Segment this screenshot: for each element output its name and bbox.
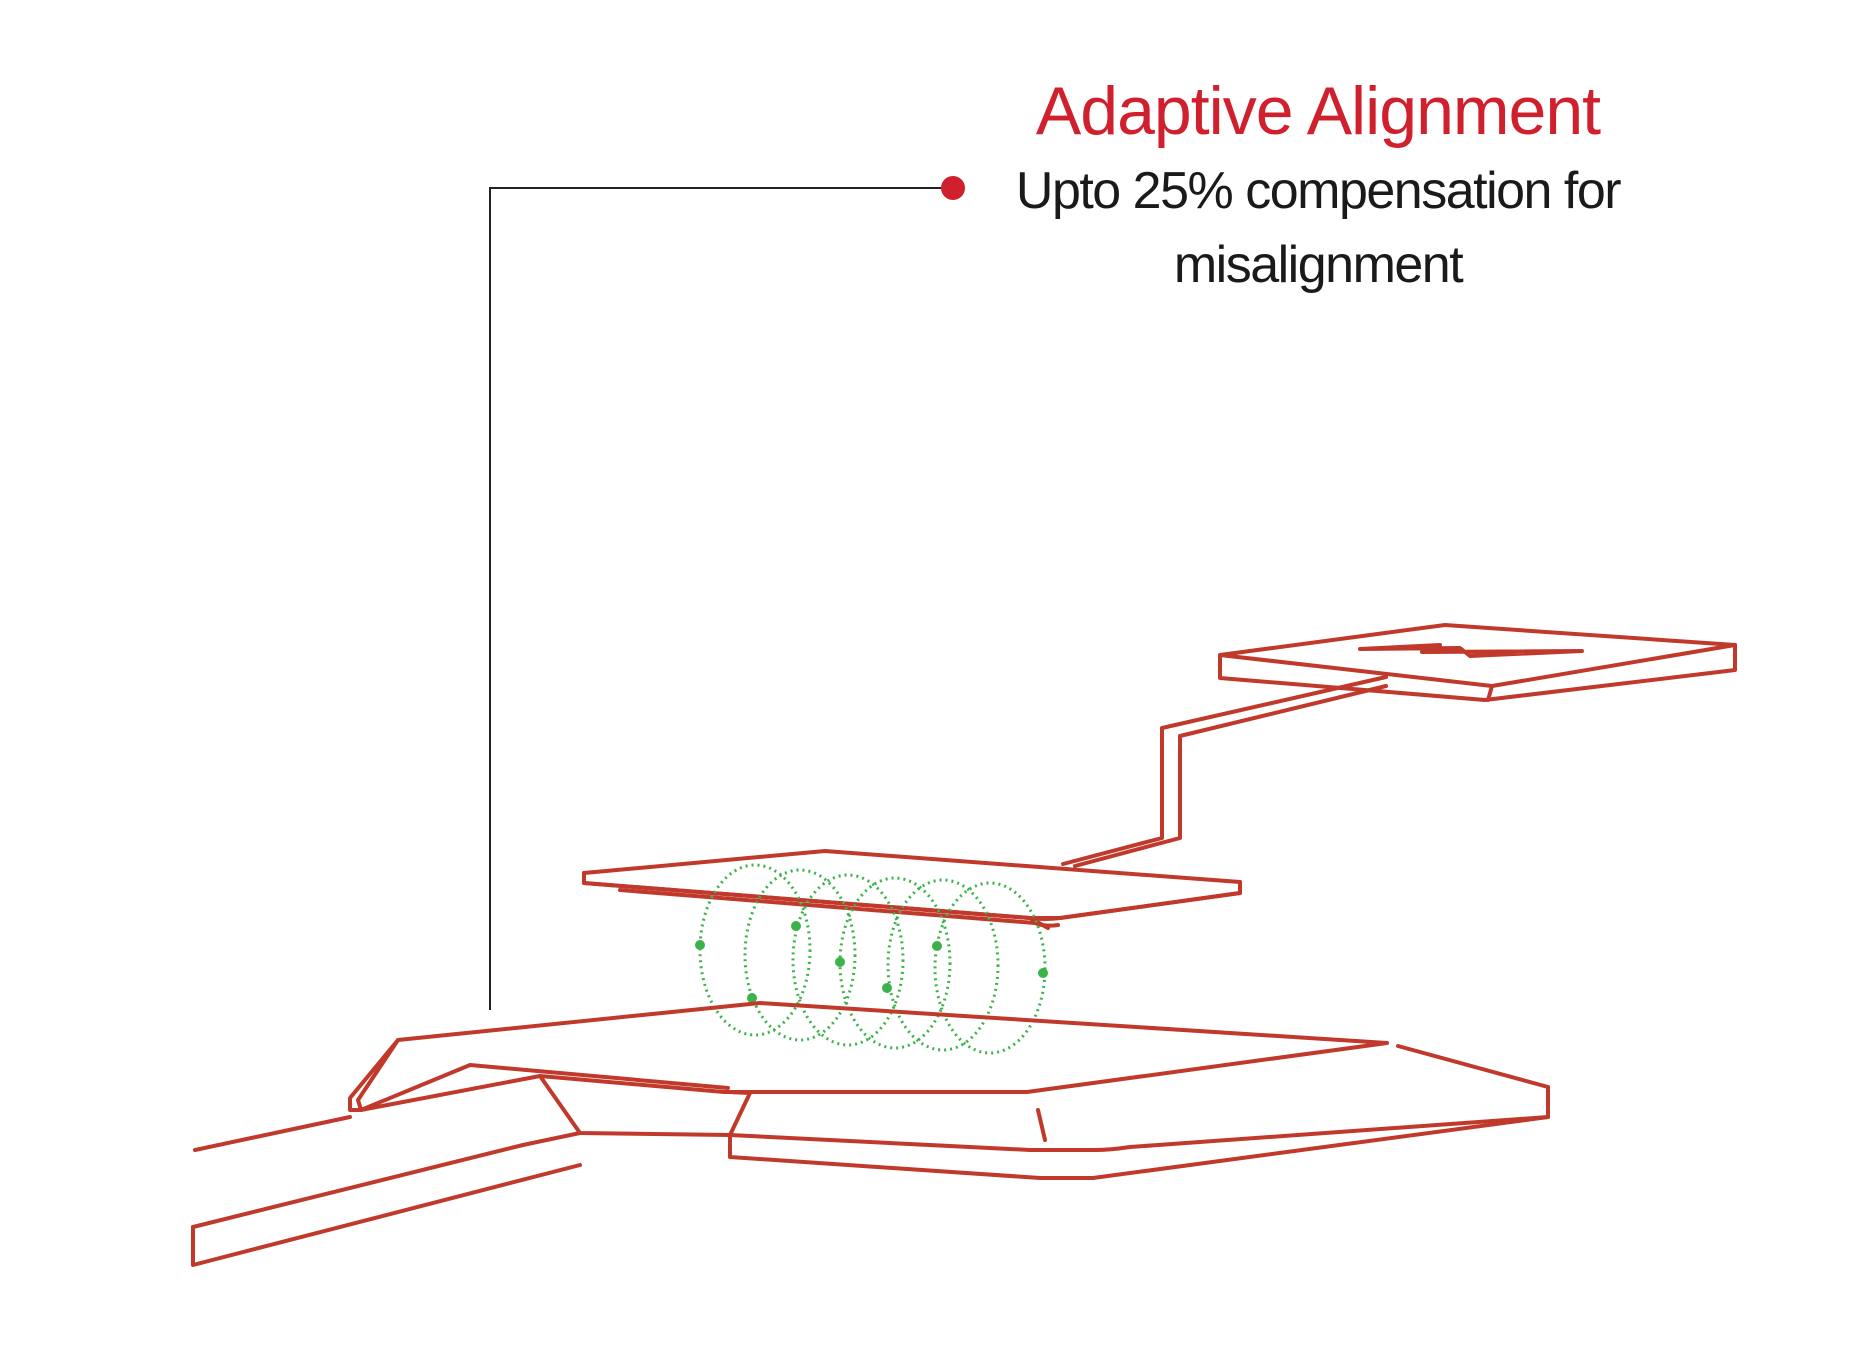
annotation-title: Adaptive Alignment <box>1036 73 1601 149</box>
lightning-bolt-icon <box>1358 643 1584 658</box>
ground-charging-pad <box>348 1001 1550 1180</box>
leader-endpoint-dot <box>941 176 965 200</box>
magnetic-field <box>695 863 1048 1055</box>
leader-line <box>489 187 952 1010</box>
connecting-cable <box>1061 675 1388 868</box>
field-nodes <box>695 921 1048 1003</box>
annotation-caption-line-1: Upto 25% compensation for <box>1016 162 1621 220</box>
receiver-pad <box>582 849 1242 930</box>
remote-receiver-panel <box>1218 623 1737 702</box>
base-cable <box>191 1115 582 1267</box>
annotation-caption-line-2: misalignment <box>1174 236 1464 294</box>
callout-leader <box>489 176 965 1010</box>
